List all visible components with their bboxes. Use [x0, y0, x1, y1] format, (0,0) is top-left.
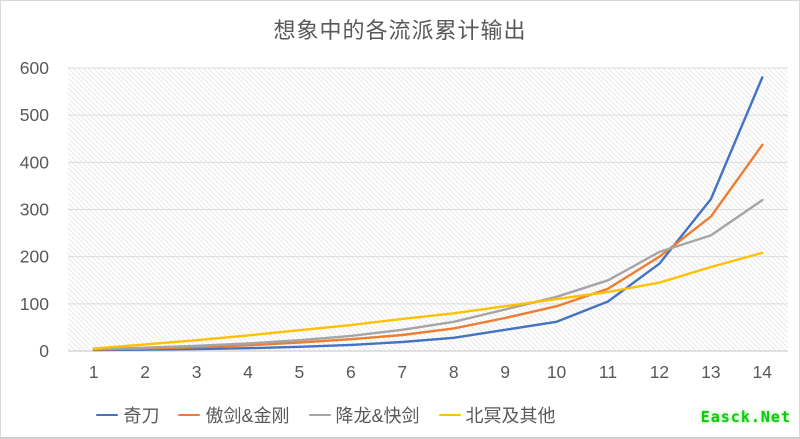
- series-line-3: [92, 251, 764, 350]
- legend-item-1: 傲剑&金刚: [178, 402, 290, 428]
- y-tick-label: 600: [20, 58, 49, 78]
- x-tick-label: 6: [346, 362, 356, 382]
- y-tick-label: 300: [20, 200, 49, 220]
- x-tick-label: 9: [500, 362, 510, 382]
- x-tick-label: 8: [449, 362, 459, 382]
- legend-item-2: 降龙&快剑: [308, 402, 420, 428]
- x-tick-label: 14: [753, 362, 773, 382]
- series-line-0: [92, 76, 764, 352]
- legend-label: 奇刀: [123, 406, 160, 426]
- x-tick-label: 10: [547, 362, 567, 382]
- series-line-1: [92, 143, 764, 351]
- legend-item-3: 北冥及其他: [438, 402, 556, 428]
- y-tick-label: 0: [39, 341, 49, 361]
- x-tick-label: 5: [295, 362, 305, 382]
- watermark-easck: Easck.Net: [700, 408, 791, 426]
- y-tick-label: 400: [20, 152, 49, 172]
- x-tick-label: 7: [397, 362, 407, 382]
- x-tick-label: 4: [243, 362, 253, 382]
- chart-title: 想象中的各流派累计输出: [273, 18, 527, 43]
- legend-item-0: 奇刀: [96, 402, 159, 428]
- legend-label: 降龙&快剑: [335, 406, 420, 426]
- x-tick-label: 11: [599, 362, 617, 382]
- legend-swatch-icon: [178, 413, 201, 417]
- legend-label: 北冥及其他: [465, 406, 556, 426]
- y-tick-label: 100: [20, 294, 49, 314]
- x-tick-label: 2: [140, 362, 150, 382]
- legend-label: 傲剑&金刚: [205, 406, 290, 426]
- series-line-2: [92, 198, 764, 351]
- legend-swatch-icon: [308, 413, 331, 417]
- x-tick-label: 3: [192, 362, 202, 382]
- y-tick-label: 500: [20, 105, 49, 125]
- y-tick-label: 200: [20, 247, 49, 267]
- x-tick-label: 13: [701, 362, 720, 382]
- x-tick-label: 1: [89, 362, 99, 382]
- legend-swatch-icon: [96, 413, 119, 417]
- legend-swatch-icon: [438, 413, 461, 417]
- x-tick-label: 12: [650, 362, 669, 382]
- chart-legend: 奇刀 傲剑&金刚 降龙&快剑 北冥及其他: [1, 400, 799, 430]
